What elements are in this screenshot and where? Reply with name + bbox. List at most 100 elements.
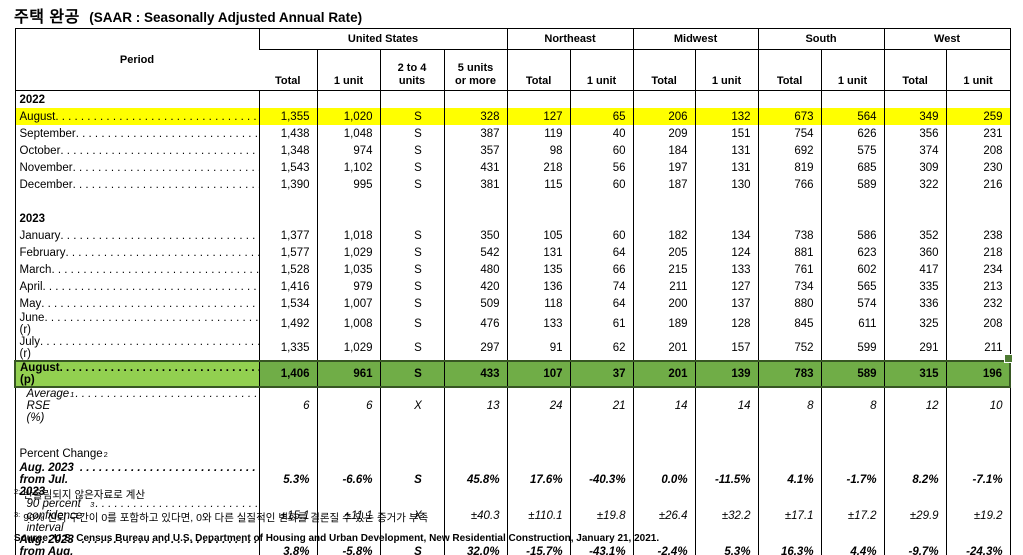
cell[interactable] bbox=[569, 90, 634, 108]
group-header-south[interactable]: South bbox=[757, 28, 885, 50]
cell[interactable]: ±26.4 bbox=[632, 498, 696, 534]
cell[interactable]: 211 bbox=[945, 336, 1011, 361]
cell[interactable]: 12 bbox=[883, 387, 947, 424]
cell[interactable]: 136 bbox=[506, 278, 571, 295]
cell[interactable] bbox=[316, 90, 380, 108]
cell[interactable] bbox=[820, 210, 885, 227]
cell[interactable]: 14 bbox=[632, 387, 696, 424]
cell[interactable] bbox=[379, 424, 444, 445]
cell[interactable]: S bbox=[379, 108, 444, 125]
cell[interactable]: 589 bbox=[820, 176, 885, 193]
cell[interactable]: 211 bbox=[632, 278, 696, 295]
cell[interactable]: 1,390 bbox=[258, 176, 317, 193]
cell[interactable]: 107 bbox=[506, 360, 571, 388]
cell[interactable] bbox=[258, 424, 317, 445]
cell[interactable] bbox=[379, 193, 444, 210]
cell[interactable]: S bbox=[379, 176, 444, 193]
group-header-west[interactable]: West bbox=[883, 28, 1011, 50]
cell[interactable] bbox=[694, 193, 759, 210]
cell[interactable] bbox=[379, 445, 444, 462]
cell[interactable]: S bbox=[379, 261, 444, 278]
cell[interactable]: 542 bbox=[443, 244, 508, 261]
row-label-cell[interactable]: November bbox=[15, 159, 259, 176]
row-label-cell[interactable]: Average RSE (%) 1 bbox=[15, 387, 259, 424]
column-header[interactable]: Total bbox=[506, 49, 571, 91]
cell[interactable] bbox=[883, 193, 947, 210]
cell[interactable]: 335 bbox=[883, 278, 947, 295]
cell[interactable]: 586 bbox=[820, 227, 885, 244]
cell[interactable]: 611 bbox=[820, 312, 885, 336]
cell[interactable]: 350 bbox=[443, 227, 508, 244]
cell[interactable]: 5.3% bbox=[694, 534, 759, 555]
cell[interactable]: 128 bbox=[694, 312, 759, 336]
group-header-united-states[interactable]: United States bbox=[258, 28, 508, 50]
cell[interactable]: 476 bbox=[443, 312, 508, 336]
cell[interactable] bbox=[883, 90, 947, 108]
cell[interactable]: 1,406 bbox=[258, 360, 317, 388]
column-header[interactable]: Total bbox=[757, 49, 822, 91]
cell[interactable] bbox=[694, 445, 759, 462]
cell[interactable]: 131 bbox=[694, 142, 759, 159]
cell[interactable]: 328 bbox=[443, 108, 508, 125]
cell[interactable]: 1,020 bbox=[316, 108, 380, 125]
cell[interactable]: S bbox=[379, 244, 444, 261]
cell[interactable]: 0.0% bbox=[632, 462, 696, 498]
cell[interactable]: 309 bbox=[883, 159, 947, 176]
cell[interactable]: 734 bbox=[757, 278, 822, 295]
cell[interactable]: S bbox=[379, 278, 444, 295]
cell[interactable]: 564 bbox=[820, 108, 885, 125]
column-header[interactable]: 1 unit bbox=[820, 49, 885, 91]
cell[interactable]: 151 bbox=[694, 125, 759, 142]
row-label-cell[interactable]: 90 percent confidence interval 3 bbox=[15, 498, 259, 534]
row-label-cell[interactable]: August (p) bbox=[14, 360, 259, 388]
cell[interactable] bbox=[569, 445, 634, 462]
cell[interactable]: -15.7% bbox=[506, 534, 571, 555]
row-label-cell[interactable]: April bbox=[15, 278, 259, 295]
cell[interactable] bbox=[945, 445, 1011, 462]
row-label-cell[interactable]: 2022 bbox=[15, 91, 259, 109]
cell[interactable]: 213 bbox=[945, 278, 1011, 295]
row-label-cell[interactable]: December bbox=[15, 176, 259, 193]
row-label-cell[interactable]: 2023 bbox=[15, 210, 259, 227]
cell[interactable]: ±15.1 bbox=[258, 498, 317, 534]
cell[interactable] bbox=[569, 193, 634, 210]
cell[interactable]: 135 bbox=[506, 261, 571, 278]
cell[interactable] bbox=[883, 445, 947, 462]
cell[interactable]: 509 bbox=[443, 295, 508, 312]
cell[interactable] bbox=[945, 193, 1011, 210]
cell[interactable]: 137 bbox=[694, 295, 759, 312]
cell[interactable]: 105 bbox=[506, 227, 571, 244]
column-header[interactable]: 1 unit bbox=[694, 49, 759, 91]
cell[interactable]: 218 bbox=[945, 244, 1011, 261]
cell[interactable] bbox=[379, 90, 444, 108]
cell[interactable]: 766 bbox=[757, 176, 822, 193]
cell[interactable]: -5.8% bbox=[316, 534, 380, 555]
cell[interactable]: ±29.9 bbox=[883, 498, 947, 534]
cell[interactable]: 1,348 bbox=[258, 142, 317, 159]
cell[interactable]: 208 bbox=[945, 142, 1011, 159]
cell[interactable]: -43.1% bbox=[569, 534, 634, 555]
cell[interactable] bbox=[632, 193, 696, 210]
cell[interactable] bbox=[506, 445, 571, 462]
cell[interactable]: 974 bbox=[316, 142, 380, 159]
cell[interactable]: ±19.2 bbox=[945, 498, 1011, 534]
cell[interactable]: 1,416 bbox=[258, 278, 317, 295]
cell[interactable]: -9.7% bbox=[883, 534, 947, 555]
cell[interactable] bbox=[945, 210, 1011, 227]
cell[interactable] bbox=[316, 210, 380, 227]
cell[interactable]: 10 bbox=[945, 387, 1011, 424]
cell[interactable]: 565 bbox=[820, 278, 885, 295]
cell[interactable]: 1,029 bbox=[316, 244, 380, 261]
cell[interactable]: 232 bbox=[945, 295, 1011, 312]
cell[interactable]: -1.7% bbox=[820, 462, 885, 498]
cell[interactable]: 322 bbox=[883, 176, 947, 193]
cell[interactable]: -6.6% bbox=[316, 462, 380, 498]
cell[interactable]: 157 bbox=[694, 336, 759, 361]
cell[interactable]: 357 bbox=[443, 142, 508, 159]
cell[interactable] bbox=[443, 193, 508, 210]
cell[interactable] bbox=[258, 90, 317, 108]
cell[interactable]: 1,377 bbox=[258, 227, 317, 244]
cell[interactable]: 291 bbox=[883, 336, 947, 361]
cell[interactable] bbox=[632, 424, 696, 445]
cell[interactable] bbox=[316, 445, 380, 462]
